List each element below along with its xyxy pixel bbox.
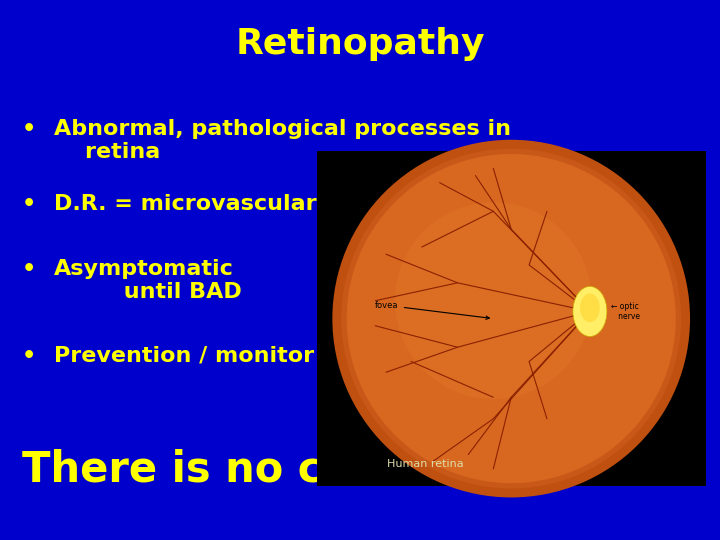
Text: fovea: fovea <box>375 301 490 319</box>
Text: There is no cure: There is no cure <box>22 448 400 490</box>
Ellipse shape <box>341 148 681 489</box>
Text: Abnormal, pathological processes in
    retina: Abnormal, pathological processes in reti… <box>54 119 511 162</box>
Text: Human retina: Human retina <box>387 459 464 469</box>
Ellipse shape <box>395 202 592 399</box>
Bar <box>317 151 706 486</box>
Ellipse shape <box>573 286 607 336</box>
Text: Retinopathy: Retinopathy <box>235 27 485 61</box>
Text: •: • <box>22 346 36 366</box>
Text: D.R. = microvascular: D.R. = microvascular <box>54 194 317 214</box>
Ellipse shape <box>580 294 600 322</box>
Text: •: • <box>22 194 36 214</box>
Ellipse shape <box>346 154 676 483</box>
Text: Asymptomatic
         until BAD: Asymptomatic until BAD <box>54 259 242 302</box>
Ellipse shape <box>354 161 669 476</box>
Text: •: • <box>22 259 36 279</box>
Ellipse shape <box>368 176 654 462</box>
Ellipse shape <box>333 140 690 497</box>
Text: •: • <box>22 119 36 139</box>
Text: ← optic
   nerve: ← optic nerve <box>611 302 640 321</box>
Text: Prevention / monitor: Prevention / monitor <box>54 346 314 366</box>
